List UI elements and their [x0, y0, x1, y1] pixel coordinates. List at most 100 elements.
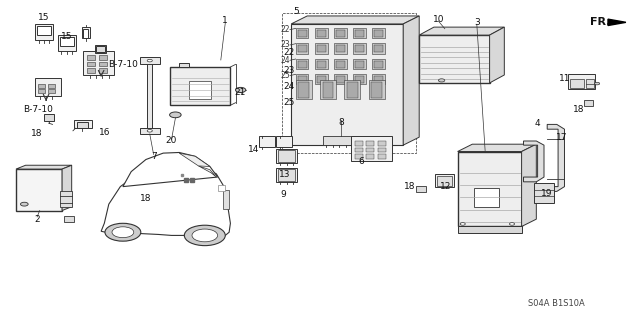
Bar: [298, 30, 307, 37]
Bar: [378, 141, 386, 146]
Bar: [16, 169, 62, 211]
Text: 15: 15: [61, 32, 73, 41]
Text: 1: 1: [223, 16, 228, 25]
Text: 24: 24: [280, 56, 290, 65]
Bar: [298, 45, 307, 52]
Text: 18: 18: [31, 130, 43, 138]
Polygon shape: [403, 16, 419, 145]
Bar: [87, 68, 95, 73]
Bar: [296, 59, 308, 69]
Bar: [298, 76, 307, 83]
Text: 16: 16: [99, 128, 111, 137]
Bar: [366, 148, 374, 152]
Bar: [96, 46, 105, 52]
Bar: [38, 89, 45, 93]
Bar: [298, 82, 309, 98]
Bar: [353, 43, 366, 54]
Text: 25: 25: [280, 71, 290, 80]
Text: B-7-10: B-7-10: [108, 60, 138, 69]
Bar: [334, 74, 347, 84]
Bar: [223, 190, 229, 209]
Bar: [570, 79, 584, 88]
Polygon shape: [123, 152, 218, 187]
Bar: [419, 35, 490, 83]
Bar: [276, 136, 292, 147]
Polygon shape: [16, 165, 72, 169]
Circle shape: [105, 223, 141, 241]
Text: 2: 2: [35, 215, 40, 224]
Bar: [336, 45, 345, 52]
Bar: [189, 81, 211, 99]
Bar: [44, 114, 54, 121]
Bar: [351, 136, 392, 161]
Text: 20: 20: [166, 137, 177, 145]
Bar: [276, 149, 297, 163]
Bar: [315, 43, 328, 54]
Bar: [435, 174, 454, 187]
Polygon shape: [140, 57, 160, 64]
Bar: [353, 74, 366, 84]
Bar: [298, 61, 307, 68]
Bar: [99, 68, 107, 73]
Bar: [99, 55, 107, 60]
Polygon shape: [140, 128, 160, 134]
Bar: [474, 188, 499, 207]
Polygon shape: [490, 27, 504, 83]
Text: 23: 23: [283, 66, 294, 75]
Circle shape: [184, 225, 225, 246]
Bar: [95, 45, 106, 53]
Bar: [317, 30, 326, 37]
Bar: [372, 74, 385, 84]
Bar: [35, 24, 53, 40]
Bar: [355, 45, 364, 52]
Bar: [48, 89, 55, 93]
Bar: [372, 59, 385, 69]
Text: 17: 17: [556, 133, 568, 142]
Bar: [416, 186, 426, 192]
Circle shape: [192, 229, 218, 242]
Polygon shape: [524, 141, 544, 182]
Text: 3: 3: [474, 18, 479, 27]
Text: FR.: FR.: [590, 17, 611, 27]
Bar: [83, 51, 114, 75]
Polygon shape: [458, 144, 536, 152]
Text: 7: 7: [151, 152, 156, 161]
Bar: [259, 136, 275, 147]
Circle shape: [147, 59, 152, 62]
Circle shape: [438, 79, 445, 82]
Bar: [374, 45, 383, 52]
Text: 25: 25: [283, 98, 294, 107]
Bar: [296, 74, 308, 84]
Bar: [458, 152, 522, 226]
Bar: [355, 30, 364, 37]
Text: S04A B1S10A: S04A B1S10A: [529, 299, 585, 308]
Circle shape: [236, 87, 246, 93]
Polygon shape: [522, 144, 536, 226]
Text: 15: 15: [38, 13, 49, 22]
Text: 21: 21: [234, 88, 246, 97]
Bar: [278, 169, 295, 181]
Bar: [378, 148, 386, 152]
Polygon shape: [547, 124, 564, 191]
Bar: [278, 150, 295, 162]
Bar: [568, 74, 595, 89]
Bar: [355, 141, 363, 146]
Bar: [317, 61, 326, 68]
Bar: [35, 78, 61, 96]
Bar: [218, 185, 225, 191]
Bar: [296, 28, 308, 38]
Polygon shape: [142, 57, 152, 134]
Bar: [347, 82, 358, 98]
Bar: [378, 154, 386, 159]
Text: 24: 24: [283, 82, 294, 91]
Bar: [334, 43, 347, 54]
Bar: [74, 120, 92, 128]
Bar: [355, 61, 364, 68]
Bar: [323, 82, 333, 98]
Text: 5: 5: [293, 7, 298, 16]
Bar: [344, 80, 360, 99]
Text: 18: 18: [573, 105, 584, 114]
Text: 9: 9: [281, 190, 286, 199]
Bar: [99, 62, 107, 66]
Polygon shape: [198, 166, 216, 177]
